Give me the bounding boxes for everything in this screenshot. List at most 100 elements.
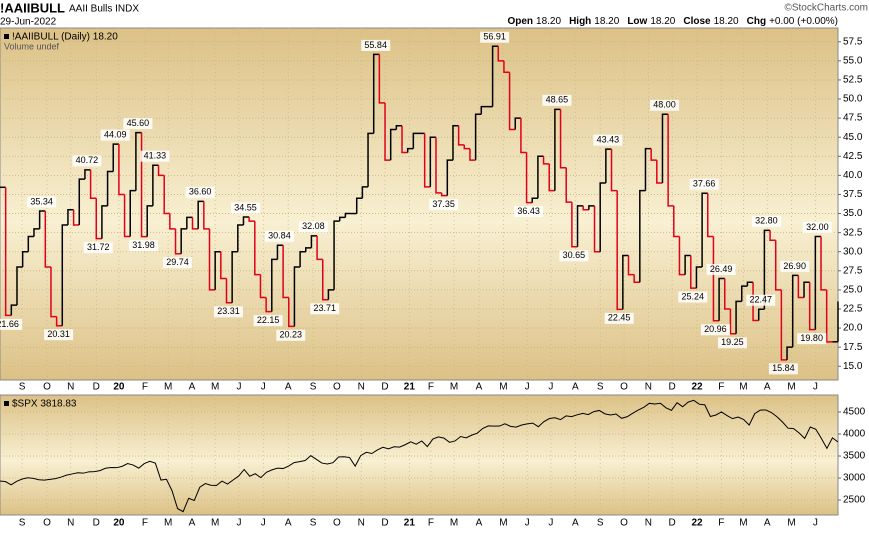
x-tick-label: N xyxy=(645,382,652,393)
step-segment xyxy=(305,247,312,252)
value-label-box xyxy=(678,291,708,303)
step-segment xyxy=(582,205,589,211)
x-tick-label: J xyxy=(813,382,818,393)
x-tick-label: 20 xyxy=(113,382,125,393)
step-segment xyxy=(423,133,431,188)
value-label: 48.00 xyxy=(653,100,676,110)
x-tick-label: A xyxy=(189,518,196,529)
y-tick-label: 50.0 xyxy=(843,94,863,105)
y-tick-label: 32.5 xyxy=(843,227,863,238)
y-tick-label: 17.5 xyxy=(843,342,863,353)
step-segment xyxy=(542,156,550,165)
step-segment xyxy=(588,205,595,210)
ohlc: Open 18.20 High 18.20 Low 18.20 Close 18.20 Chg +… xyxy=(507,16,838,27)
value-label: 20.23 xyxy=(280,330,303,340)
ohlc-label: High xyxy=(569,16,591,27)
x-tick-label: A xyxy=(476,518,483,529)
step-segment xyxy=(44,210,51,268)
step-segment xyxy=(72,209,80,226)
x-tick-label: J xyxy=(261,518,266,529)
step-segment xyxy=(644,147,652,191)
value-label: 29.74 xyxy=(166,257,189,267)
value-label-box xyxy=(429,199,459,211)
value-label: 19.25 xyxy=(721,337,744,347)
step-segment xyxy=(361,186,369,199)
value-label: 22.45 xyxy=(608,313,631,323)
step-segment xyxy=(729,308,737,335)
value-label-box xyxy=(140,150,170,162)
x-tick-label: D xyxy=(93,518,100,529)
step-segment xyxy=(650,148,657,161)
y-tick-label: 4000 xyxy=(843,429,866,440)
step-segment xyxy=(525,152,533,204)
x-tick-label: N xyxy=(645,518,652,529)
x-tick-label: M xyxy=(450,382,458,393)
value-label: 31.72 xyxy=(87,242,110,252)
y-tick-label: 37.5 xyxy=(843,189,863,200)
step-segment xyxy=(724,278,731,310)
x-tick-label: 21 xyxy=(404,518,416,529)
step-segment xyxy=(220,251,227,280)
step-segment xyxy=(548,163,555,192)
step-segment xyxy=(678,236,686,276)
step-segment xyxy=(554,108,561,191)
step-segment xyxy=(508,72,516,131)
value-label-box xyxy=(264,230,294,242)
y-tick-label: 55.0 xyxy=(843,55,863,66)
x-tick-label: J xyxy=(548,518,553,529)
value-label-box xyxy=(129,240,159,252)
x-tick-label: J xyxy=(813,518,818,529)
step-segment xyxy=(740,285,748,302)
y-tick-label: 40.0 xyxy=(843,170,863,181)
x-tick-label: S xyxy=(19,382,26,393)
step-segment xyxy=(735,300,742,334)
step-segment xyxy=(537,155,544,199)
y-tick-label: 35.0 xyxy=(843,208,863,219)
step-segment xyxy=(429,136,436,187)
x-tick-label: F xyxy=(142,518,148,529)
step-segment xyxy=(146,205,153,237)
step-segment xyxy=(718,277,725,321)
step-segment xyxy=(491,45,499,107)
value-label-box xyxy=(83,242,113,254)
x-tick-label: D xyxy=(668,382,675,393)
x-tick-label: N xyxy=(67,382,74,393)
step-segment xyxy=(123,194,131,238)
step-segment xyxy=(605,148,612,184)
step-segment xyxy=(16,266,23,306)
price-panel xyxy=(0,27,839,381)
step-segment xyxy=(616,190,623,311)
x-tick-label: S xyxy=(19,518,26,529)
step-segment xyxy=(338,216,346,222)
x-tick-label: A xyxy=(189,382,196,393)
value-label: 36.60 xyxy=(189,187,212,197)
ohlc-value: +0.00 (+0.00%) xyxy=(769,16,838,27)
value-label: 48.65 xyxy=(546,95,569,105)
step-segment xyxy=(180,228,187,254)
step-segment xyxy=(406,147,414,153)
value-label: 26.49 xyxy=(710,264,733,274)
x-tick-label: M xyxy=(787,518,795,529)
step-segment xyxy=(514,117,521,130)
x-tick-label: M xyxy=(164,518,172,529)
step-segment xyxy=(769,230,776,242)
step-segment xyxy=(237,224,244,252)
step-segment xyxy=(174,228,182,255)
step-segment xyxy=(214,250,221,290)
step-segment xyxy=(169,213,176,230)
x-tick-label: O xyxy=(43,518,51,529)
value-label: 23.71 xyxy=(313,303,336,313)
sublegend: Volume undef xyxy=(4,41,60,51)
x-tick-label: N xyxy=(358,382,365,393)
legend: !AAIIBULL (Daily) 18.20 xyxy=(12,32,118,43)
step-segment xyxy=(452,124,459,161)
step-segment xyxy=(321,259,329,301)
value-label: 26.90 xyxy=(783,261,806,271)
x-tick-label: 22 xyxy=(691,382,703,393)
step-segment xyxy=(95,198,102,240)
step-segment xyxy=(803,281,810,298)
step-segment xyxy=(384,102,391,161)
ohlc-label: Close xyxy=(683,16,711,27)
x-tick-label: O xyxy=(333,518,341,529)
